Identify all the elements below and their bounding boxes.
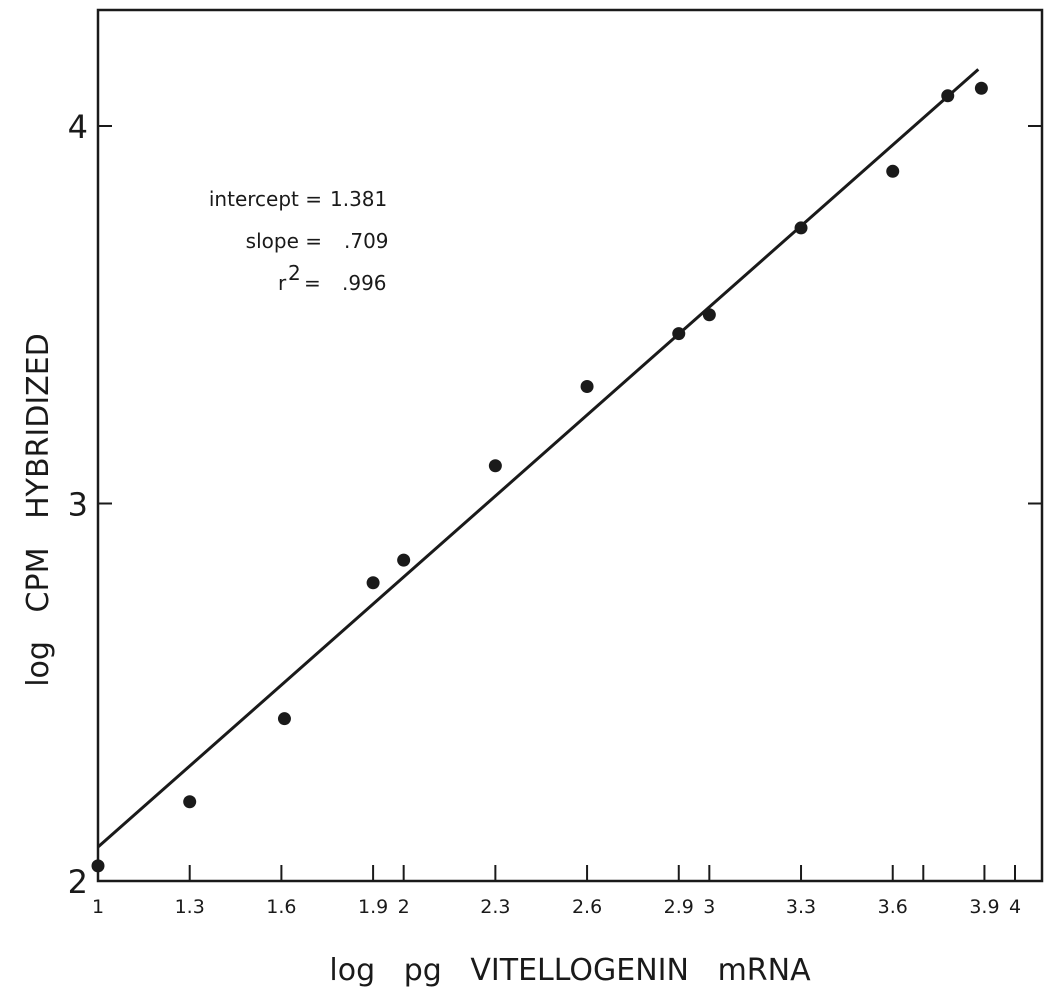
data-point bbox=[974, 81, 988, 95]
r-squared-symbol: r bbox=[278, 271, 287, 295]
slope-value: .709 bbox=[344, 229, 389, 253]
x-tick-label: 2.9 bbox=[664, 896, 694, 918]
data-point bbox=[488, 459, 502, 473]
x-axis-ticks: 1 1.3 1.6 1.9 2 2.3 2.6 2.9 3 3.3 3.6 3.9 4 bbox=[92, 865, 1021, 918]
x-tick-label: 2.6 bbox=[572, 896, 602, 918]
data-point bbox=[580, 379, 594, 393]
regression-stats: intercept = 1.381 slope = .709 r 2 = .99… bbox=[209, 187, 389, 295]
x-tick-label: 3.6 bbox=[878, 896, 908, 918]
regression-line bbox=[97, 68, 980, 849]
data-points bbox=[91, 81, 988, 873]
intercept-label: intercept = bbox=[209, 187, 322, 211]
intercept-value: 1.381 bbox=[330, 187, 387, 211]
plot-frame bbox=[96, 8, 1044, 883]
x-tick-label: 3 bbox=[703, 896, 715, 918]
x-tick-label: 2 bbox=[398, 896, 410, 918]
r-squared-equals: = bbox=[304, 271, 321, 295]
data-point bbox=[183, 795, 197, 809]
data-point bbox=[277, 712, 291, 726]
y-axis-ticks: 2 3 4 bbox=[68, 108, 1042, 901]
x-tick-label: 4 bbox=[1009, 896, 1021, 918]
fit-line-layer bbox=[97, 68, 980, 849]
data-point bbox=[794, 221, 808, 235]
data-point bbox=[941, 89, 955, 103]
data-point bbox=[397, 553, 411, 567]
y-tick-label: 2 bbox=[68, 863, 88, 901]
data-point bbox=[672, 327, 686, 341]
x-tick-label: 3.3 bbox=[786, 896, 816, 918]
x-tick-label: 1.9 bbox=[358, 896, 388, 918]
x-tick-label: 1.3 bbox=[175, 896, 205, 918]
y-tick-label: 4 bbox=[68, 108, 88, 146]
y-axis-label: log CPM HYBRIDIZED bbox=[21, 333, 56, 687]
x-axis-label: log pg VITELLOGENIN mRNA bbox=[329, 953, 811, 988]
x-tick-label: 2.3 bbox=[480, 896, 510, 918]
x-tick-label: 3.9 bbox=[969, 896, 999, 918]
x-tick-label: 1.6 bbox=[266, 896, 296, 918]
data-point bbox=[886, 164, 900, 178]
data-point bbox=[91, 859, 105, 873]
y-tick-label: 3 bbox=[68, 486, 88, 524]
r-squared-value: .996 bbox=[342, 271, 387, 295]
r-squared-superscript: 2 bbox=[288, 261, 301, 285]
data-point bbox=[366, 576, 380, 590]
data-point bbox=[702, 308, 716, 322]
slope-label: slope = bbox=[246, 229, 322, 253]
x-tick-label: 1 bbox=[92, 896, 104, 918]
